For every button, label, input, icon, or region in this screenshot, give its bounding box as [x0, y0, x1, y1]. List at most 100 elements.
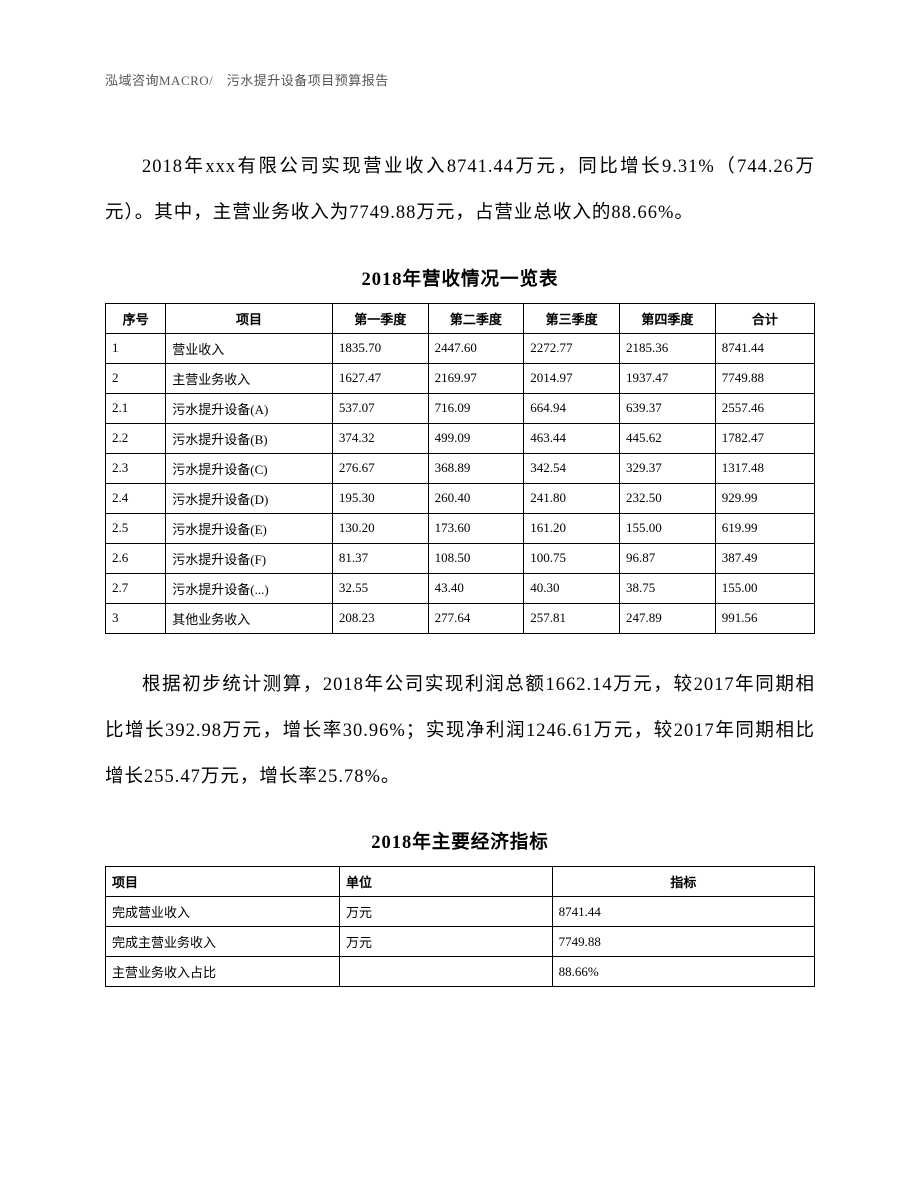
col-header: 第一季度 [332, 303, 428, 333]
table-cell: 2185.36 [619, 333, 715, 363]
table-cell: 374.32 [332, 423, 428, 453]
table-cell: 639.37 [619, 393, 715, 423]
table-cell: 2.1 [106, 393, 166, 423]
table-cell: 完成营业收入 [106, 897, 340, 927]
table-cell: 40.30 [524, 573, 620, 603]
col-header: 第四季度 [619, 303, 715, 333]
table-cell: 2.6 [106, 543, 166, 573]
col-header: 第二季度 [428, 303, 524, 333]
table-cell: 万元 [339, 927, 552, 957]
table-cell: 38.75 [619, 573, 715, 603]
page-header: 泓域咨询MACRO/ 污水提升设备项目预算报告 [105, 70, 815, 89]
table-cell: 155.00 [715, 573, 814, 603]
table-cell: 130.20 [332, 513, 428, 543]
col-header: 单位 [339, 867, 552, 897]
table-cell: 污水提升设备(E) [166, 513, 333, 543]
table-cell: 257.81 [524, 603, 620, 633]
table-cell: 污水提升设备(...) [166, 573, 333, 603]
table-cell: 1835.70 [332, 333, 428, 363]
table-cell: 108.50 [428, 543, 524, 573]
table1-body: 1营业收入1835.702447.602272.772185.368741.44… [106, 333, 815, 633]
table-cell: 88.66% [552, 957, 814, 987]
table-cell: 664.94 [524, 393, 620, 423]
table-cell: 7749.88 [552, 927, 814, 957]
col-header: 合计 [715, 303, 814, 333]
table-cell: 2.5 [106, 513, 166, 543]
table-cell: 232.50 [619, 483, 715, 513]
paragraph-2: 根据初步统计测算，2018年公司实现利润总额1662.14万元，较2017年同期… [105, 662, 815, 801]
table-cell: 2.4 [106, 483, 166, 513]
col-header: 序号 [106, 303, 166, 333]
table-cell: 260.40 [428, 483, 524, 513]
table-cell: 7749.88 [715, 363, 814, 393]
table-cell: 污水提升设备(F) [166, 543, 333, 573]
table-cell: 1782.47 [715, 423, 814, 453]
table-cell: 2557.46 [715, 393, 814, 423]
paragraph-1: 2018年xxx有限公司实现营业收入8741.44万元，同比增长9.31%（74… [105, 144, 815, 237]
table-row: 2.3污水提升设备(C)276.67368.89342.54329.371317… [106, 453, 815, 483]
table-cell: 主营业务收入 [166, 363, 333, 393]
table2-body: 完成营业收入万元8741.44完成主营业务收入万元7749.88主营业务收入占比… [106, 897, 815, 987]
table-cell: 32.55 [332, 573, 428, 603]
table-cell: 716.09 [428, 393, 524, 423]
table-cell: 2 [106, 363, 166, 393]
table-cell: 155.00 [619, 513, 715, 543]
table-cell: 195.30 [332, 483, 428, 513]
table-cell: 43.40 [428, 573, 524, 603]
table-row: 2.6污水提升设备(F)81.37108.50100.7596.87387.49 [106, 543, 815, 573]
table-cell: 991.56 [715, 603, 814, 633]
table-cell: 96.87 [619, 543, 715, 573]
table-cell: 8741.44 [715, 333, 814, 363]
table-cell: 2169.97 [428, 363, 524, 393]
table-row: 2.4污水提升设备(D)195.30260.40241.80232.50929.… [106, 483, 815, 513]
table-cell: 完成主营业务收入 [106, 927, 340, 957]
col-header: 指标 [552, 867, 814, 897]
table-cell: 277.64 [428, 603, 524, 633]
table-cell: 2.3 [106, 453, 166, 483]
table-cell: 主营业务收入占比 [106, 957, 340, 987]
table-cell: 929.99 [715, 483, 814, 513]
table-cell: 2447.60 [428, 333, 524, 363]
table-cell: 100.75 [524, 543, 620, 573]
indicator-table: 项目 单位 指标 完成营业收入万元8741.44完成主营业务收入万元7749.8… [105, 866, 815, 987]
table-cell: 387.49 [715, 543, 814, 573]
table-row: 2.5污水提升设备(E)130.20173.60161.20155.00619.… [106, 513, 815, 543]
table-header-row: 序号 项目 第一季度 第二季度 第三季度 第四季度 合计 [106, 303, 815, 333]
table-cell: 万元 [339, 897, 552, 927]
table-row: 2主营业务收入1627.472169.972014.971937.477749.… [106, 363, 815, 393]
table-cell: 污水提升设备(C) [166, 453, 333, 483]
table-cell: 276.67 [332, 453, 428, 483]
table-row: 2.1污水提升设备(A)537.07716.09664.94639.372557… [106, 393, 815, 423]
table-cell: 368.89 [428, 453, 524, 483]
table-cell: 1317.48 [715, 453, 814, 483]
table-row: 3其他业务收入208.23277.64257.81247.89991.56 [106, 603, 815, 633]
table-cell: 1627.47 [332, 363, 428, 393]
table-cell: 537.07 [332, 393, 428, 423]
col-header: 项目 [106, 867, 340, 897]
table-row: 完成营业收入万元8741.44 [106, 897, 815, 927]
table-cell: 污水提升设备(D) [166, 483, 333, 513]
table-cell: 8741.44 [552, 897, 814, 927]
table-cell: 241.80 [524, 483, 620, 513]
table-cell: 其他业务收入 [166, 603, 333, 633]
table-cell: 污水提升设备(A) [166, 393, 333, 423]
table-cell: 173.60 [428, 513, 524, 543]
col-header: 第三季度 [524, 303, 620, 333]
table-cell: 2272.77 [524, 333, 620, 363]
table-cell: 污水提升设备(B) [166, 423, 333, 453]
table-cell: 208.23 [332, 603, 428, 633]
table-cell: 1937.47 [619, 363, 715, 393]
table2-title: 2018年主要经济指标 [105, 828, 815, 854]
table-cell [339, 957, 552, 987]
table-row: 2.2污水提升设备(B)374.32499.09463.44445.621782… [106, 423, 815, 453]
table-cell: 2014.97 [524, 363, 620, 393]
col-header: 项目 [166, 303, 333, 333]
revenue-table: 序号 项目 第一季度 第二季度 第三季度 第四季度 合计 1营业收入1835.7… [105, 303, 815, 634]
table-cell: 2.7 [106, 573, 166, 603]
header-text: 泓域咨询MACRO/ 污水提升设备项目预算报告 [105, 73, 389, 88]
table-cell: 619.99 [715, 513, 814, 543]
table-cell: 342.54 [524, 453, 620, 483]
table-row: 1营业收入1835.702447.602272.772185.368741.44 [106, 333, 815, 363]
table-cell: 499.09 [428, 423, 524, 453]
table-header-row: 项目 单位 指标 [106, 867, 815, 897]
